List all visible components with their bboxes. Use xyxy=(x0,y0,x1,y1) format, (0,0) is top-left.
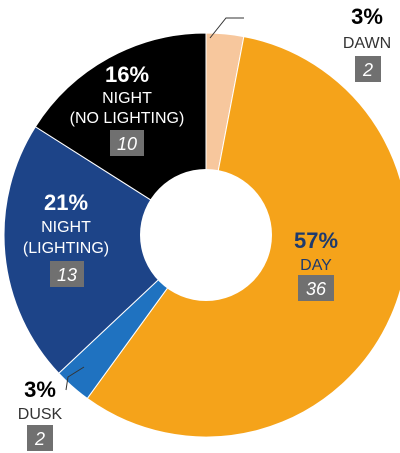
night-no-lighting-count-box xyxy=(110,130,144,156)
night-lighting-label-line2: (LIGHTING) xyxy=(23,240,109,257)
dusk-count: 2 xyxy=(34,429,45,449)
day-count-box xyxy=(298,275,334,301)
leader-line-dusk xyxy=(65,366,85,391)
dawn-count-box xyxy=(355,56,381,82)
day-percent: 57% xyxy=(294,228,338,253)
donut-hole xyxy=(140,169,272,301)
dawn-count: 2 xyxy=(362,60,373,80)
dawn-percent: 3% xyxy=(351,4,383,29)
night-no-lighting-count: 10 xyxy=(117,134,137,154)
night-lighting-count-box xyxy=(50,261,84,287)
night-lighting-label-line1: NIGHT xyxy=(41,219,91,236)
leader-line-dawn xyxy=(209,17,244,39)
night-lighting-percent: 21% xyxy=(44,190,88,215)
night-no-lighting-label-line2: (NO LIGHTING) xyxy=(70,110,185,127)
dusk-label: DUSK xyxy=(18,406,63,423)
day-count: 36 xyxy=(306,279,327,299)
dusk-count-box xyxy=(27,425,53,451)
dawn-label: DAWN xyxy=(343,35,391,52)
night-lighting-count: 13 xyxy=(57,265,77,285)
day-label: DAY xyxy=(300,257,332,274)
night-no-lighting-percent: 16% xyxy=(105,62,149,87)
night-no-lighting-label-line1: NIGHT xyxy=(102,90,152,107)
dusk-percent: 3% xyxy=(24,377,56,402)
slice-night-lighting xyxy=(3,126,207,374)
